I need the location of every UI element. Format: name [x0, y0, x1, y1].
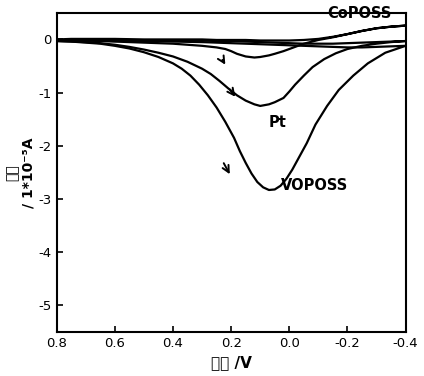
- X-axis label: 电位 /V: 电位 /V: [211, 355, 251, 370]
- Y-axis label: 电流
/ 1*10⁻⁵A: 电流 / 1*10⁻⁵A: [6, 137, 36, 208]
- Text: CoPOSS: CoPOSS: [327, 6, 391, 21]
- Text: Pt: Pt: [269, 115, 287, 130]
- Text: VOPOSS: VOPOSS: [281, 178, 348, 193]
